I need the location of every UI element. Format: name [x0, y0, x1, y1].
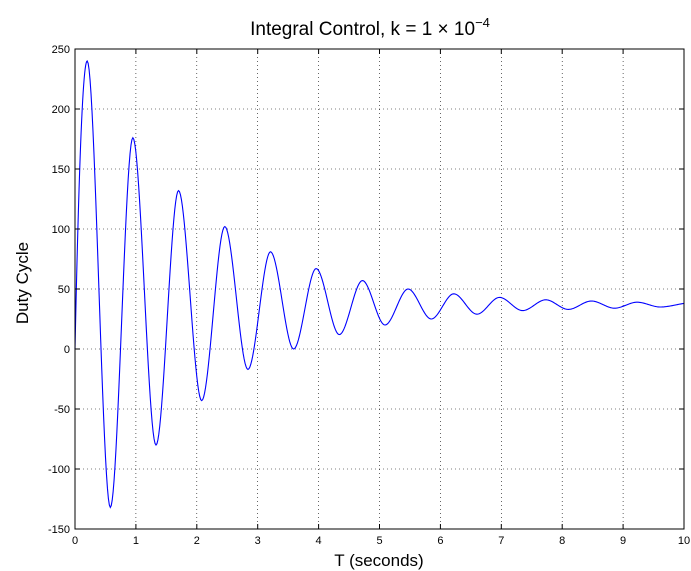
y-tick-label: 100 [52, 224, 70, 236]
y-tick-label: 50 [58, 284, 70, 296]
x-tick-label: 1 [133, 535, 139, 547]
y-tick-label: 150 [52, 164, 70, 176]
duty-cycle-line [74, 60, 685, 509]
x-tick-label: 7 [498, 535, 504, 547]
x-tick-label: 0 [72, 535, 78, 547]
x-tick-label: 9 [620, 535, 626, 547]
y-tick-label: -150 [48, 524, 70, 536]
y-tick-label: 200 [52, 104, 70, 116]
y-tick-label: -100 [48, 464, 70, 476]
series-layer [74, 60, 685, 509]
chart-title-exponent: −4 [475, 15, 490, 30]
tick-marks [74, 48, 685, 530]
x-tick-labels: 0 1 2 3 4 5 6 7 8 9 10 [72, 535, 690, 547]
y-tick-label: 0 [64, 344, 70, 356]
x-tick-label: 3 [255, 535, 261, 547]
x-tick-label: 8 [559, 535, 565, 547]
chart-title-base: Integral Control, k = 1 × 10 [250, 19, 475, 40]
x-axis-label: T (seconds) [334, 551, 423, 570]
y-tick-label: 250 [52, 44, 70, 56]
x-tick-label: 10 [678, 535, 690, 547]
y-tick-label: -50 [54, 404, 70, 416]
x-tick-label: 6 [437, 535, 443, 547]
x-tick-label: 4 [316, 535, 322, 547]
y-axis-label: Duty Cycle [13, 242, 32, 324]
y-tick-labels: -150 -100 -50 0 50 100 150 200 250 [48, 44, 70, 536]
chart-title: Integral Control, k = 1 × 10−4 [250, 15, 490, 40]
grid-lines [75, 49, 684, 529]
x-tick-label: 5 [376, 535, 382, 547]
x-tick-label: 2 [194, 535, 200, 547]
